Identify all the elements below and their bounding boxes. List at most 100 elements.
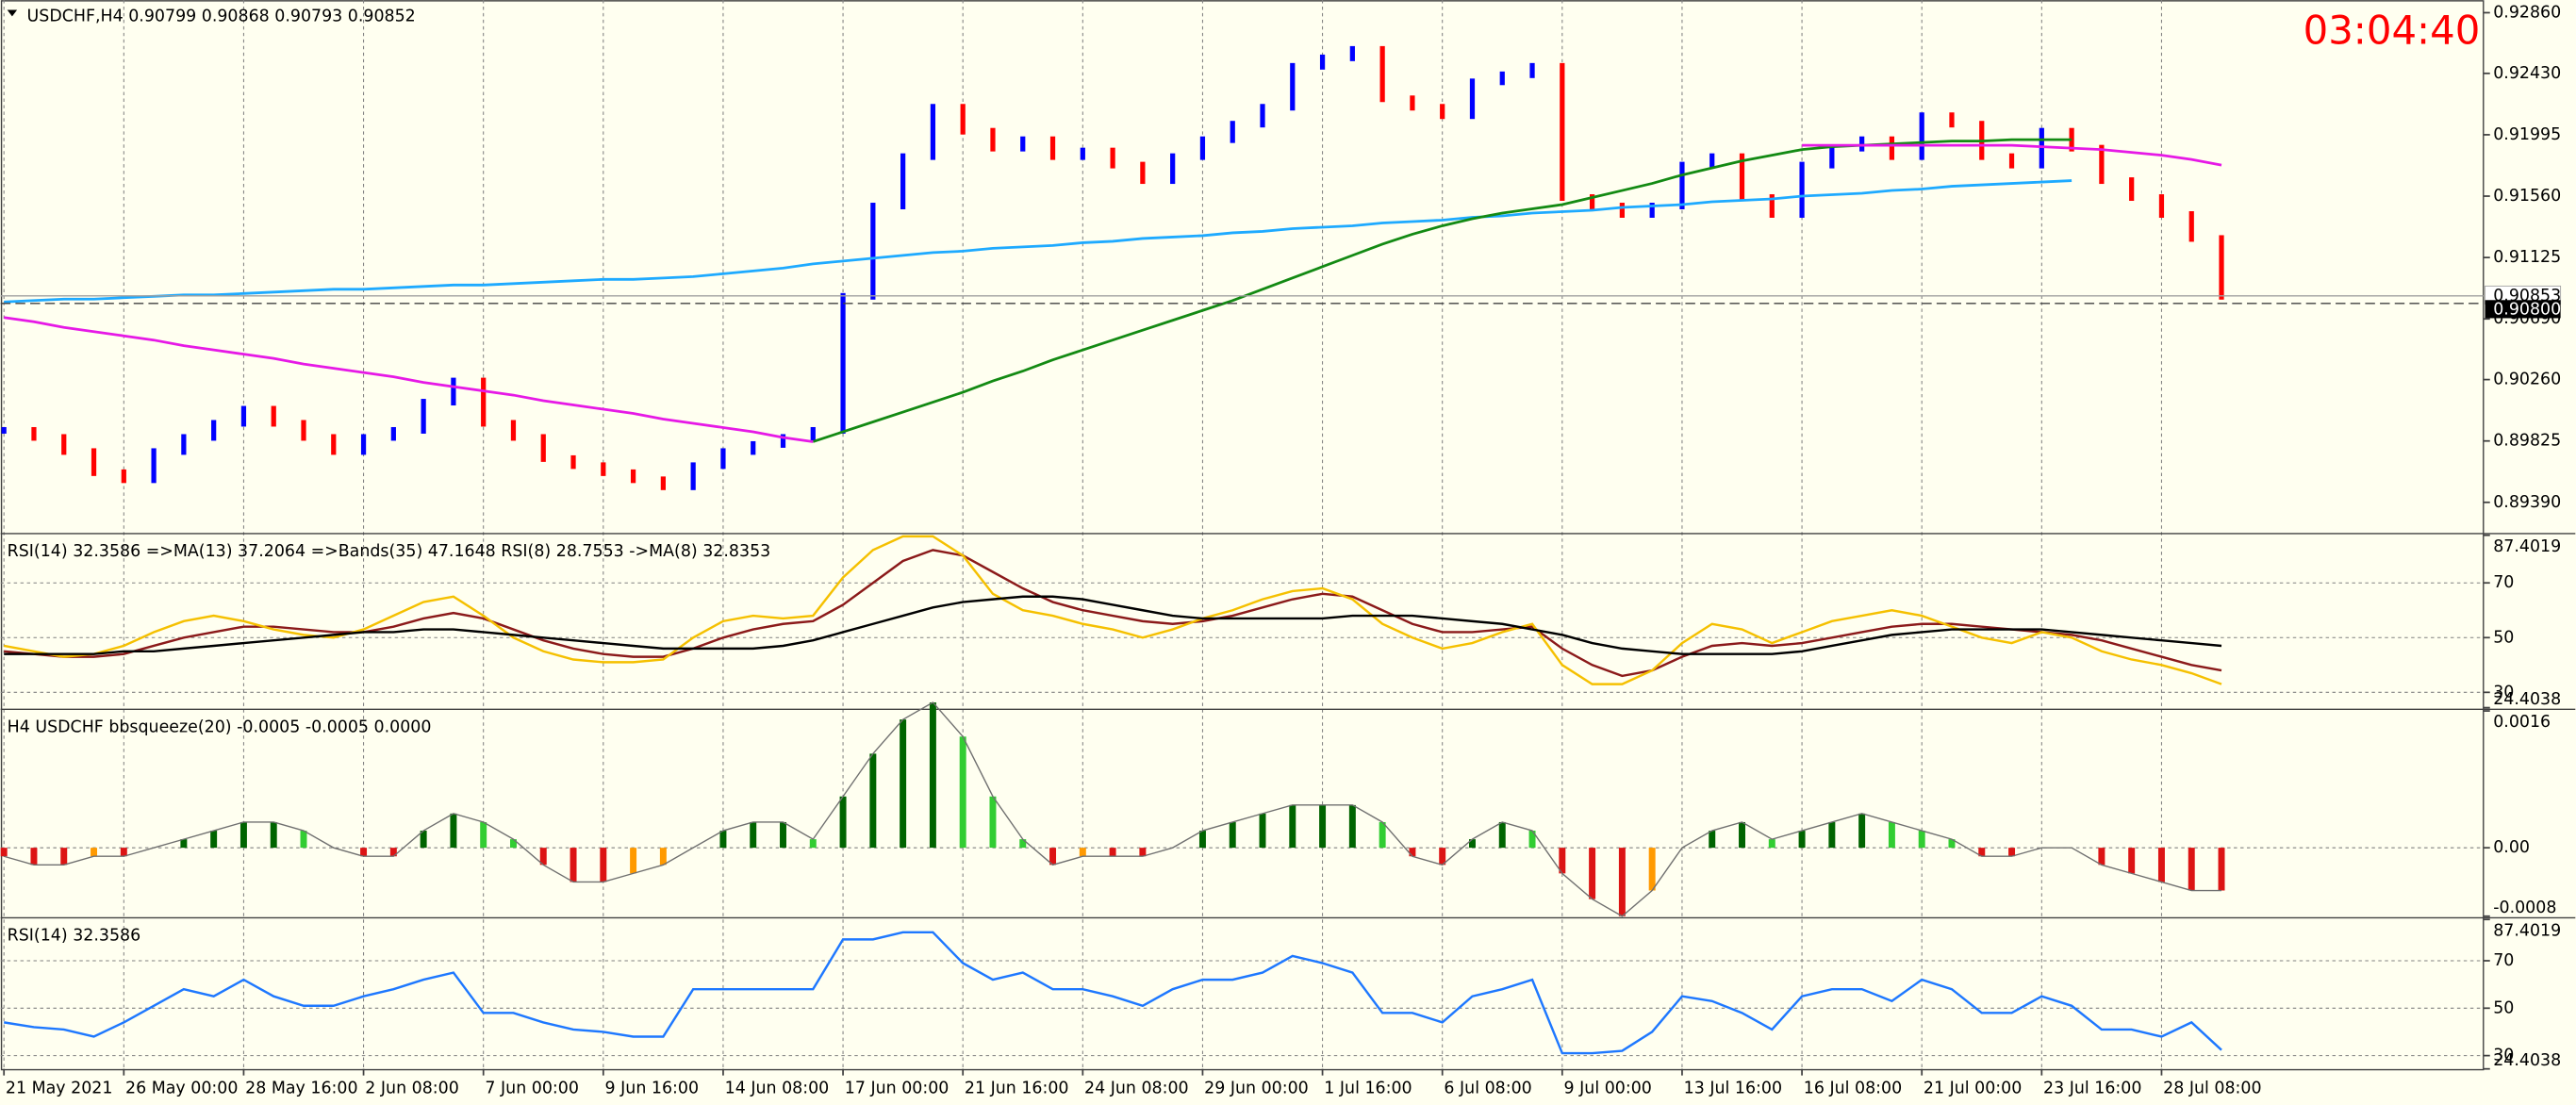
price-bar bbox=[1349, 45, 1355, 61]
price-bar bbox=[481, 377, 487, 427]
price-bar bbox=[1199, 136, 1206, 160]
price-bar bbox=[1260, 104, 1265, 128]
price-bar bbox=[1589, 194, 1595, 209]
price-bar bbox=[1440, 104, 1445, 120]
price-bar bbox=[61, 434, 67, 455]
price-bar bbox=[960, 104, 966, 135]
price-bar bbox=[181, 434, 187, 455]
price-bar bbox=[301, 420, 306, 441]
price-bar bbox=[840, 292, 846, 434]
y-tick-label: 50 bbox=[2493, 998, 2514, 1017]
price-bar bbox=[2008, 153, 2015, 169]
price-bar bbox=[1080, 147, 1085, 160]
y-tick-label: 24.4038 bbox=[2493, 690, 2561, 709]
price-bar bbox=[2219, 235, 2224, 300]
price-bar bbox=[720, 448, 726, 470]
price-bar bbox=[570, 454, 576, 470]
price-bar bbox=[690, 462, 696, 490]
price-bar bbox=[1679, 161, 1685, 209]
menu-arrow[interactable] bbox=[7, 9, 18, 17]
y-tick-label: 0.0016 bbox=[2493, 713, 2551, 732]
price-bar bbox=[1170, 153, 1176, 185]
price-bar bbox=[601, 462, 606, 476]
price-bar bbox=[1739, 153, 1745, 202]
price-bar bbox=[1110, 147, 1115, 169]
price-bar bbox=[810, 426, 816, 441]
x-tick-label: 29 Jun 00:00 bbox=[1204, 1080, 1309, 1098]
price-bar bbox=[1290, 62, 1296, 111]
price-tag bbox=[2485, 300, 2561, 319]
price-bar bbox=[421, 399, 426, 434]
price-label: 0.90800 bbox=[2493, 301, 2561, 320]
x-tick-label: 21 Jul 00:00 bbox=[1924, 1080, 2022, 1098]
price-bar bbox=[31, 426, 37, 441]
y-tick-label: 0.91560 bbox=[2493, 187, 2561, 206]
price-bar bbox=[1319, 54, 1326, 70]
x-tick-label: 24 Jun 08:00 bbox=[1084, 1080, 1189, 1098]
price-bar bbox=[271, 405, 276, 427]
price-bar bbox=[151, 448, 157, 484]
squeeze-outline bbox=[3, 701, 2222, 917]
y-tick-label: 0.92860 bbox=[2493, 3, 2561, 22]
price-bar bbox=[1619, 203, 1625, 218]
indicator-line bbox=[3, 931, 2222, 1055]
indicator-line bbox=[4, 595, 2222, 655]
x-tick-label: 28 May 16:00 bbox=[245, 1080, 357, 1098]
price-bar bbox=[2039, 127, 2044, 169]
price-bar bbox=[1889, 136, 1895, 160]
price-bar bbox=[2188, 211, 2194, 242]
price-bar bbox=[360, 434, 367, 455]
x-tick-label: 6 Jul 08:00 bbox=[1444, 1080, 1531, 1098]
y-tick-label: 0.90260 bbox=[2493, 371, 2561, 389]
price-bar bbox=[990, 127, 996, 152]
price-bar bbox=[211, 420, 217, 441]
price-bar bbox=[331, 434, 337, 455]
price-bar bbox=[1140, 161, 1146, 185]
price-bar bbox=[1499, 71, 1505, 86]
price-bar bbox=[1020, 136, 1026, 152]
price-bar bbox=[660, 476, 666, 490]
price-bar bbox=[1649, 203, 1655, 218]
price-bar bbox=[1230, 121, 1235, 143]
price-bar bbox=[870, 203, 876, 300]
price-bar bbox=[1919, 112, 1924, 160]
x-tick-label: 9 Jun 16:00 bbox=[605, 1080, 700, 1098]
price-bar bbox=[2158, 194, 2165, 218]
y-tick-label: 24.4038 bbox=[2493, 1051, 2561, 1070]
x-tick-label: 17 Jun 00:00 bbox=[845, 1080, 949, 1098]
y-tick-label: 30 bbox=[2493, 683, 2514, 701]
price-bar bbox=[1469, 78, 1476, 120]
pane-title: RSI(14) 32.3586 bbox=[8, 927, 141, 946]
price-bar bbox=[1829, 144, 1835, 169]
indicator-line bbox=[4, 549, 2222, 678]
y-tick-label: 70 bbox=[2493, 573, 2514, 592]
y-tick-label: 0.89390 bbox=[2493, 493, 2561, 512]
price-bar bbox=[1859, 136, 1865, 152]
y-tick-label: 0.89825 bbox=[2493, 432, 2561, 451]
ma-line bbox=[4, 179, 2072, 304]
price-bar bbox=[1709, 153, 1715, 169]
price-bar bbox=[1560, 62, 1565, 202]
price-bar bbox=[91, 448, 97, 476]
price-bar bbox=[451, 377, 456, 406]
y-tick-label: 30 bbox=[2493, 1047, 2514, 1065]
price-bar bbox=[1769, 194, 1775, 218]
price-bar bbox=[1410, 95, 1415, 111]
x-tick-label: 21 Jun 16:00 bbox=[965, 1080, 1069, 1098]
y-tick-label: 87.4019 bbox=[2493, 537, 2561, 556]
price-bar bbox=[510, 420, 517, 441]
x-tick-label: 21 May 2021 bbox=[6, 1080, 113, 1098]
price-bar bbox=[751, 440, 756, 455]
price-bar bbox=[1949, 112, 1955, 128]
x-tick-label: 26 May 00:00 bbox=[125, 1080, 238, 1098]
y-tick-label: 0.00 bbox=[2493, 838, 2530, 857]
price-bar bbox=[1799, 161, 1805, 218]
pane-title: RSI(14) 32.3586 =>MA(13) 37.2064 =>Bands… bbox=[8, 542, 771, 561]
indicator-line bbox=[3, 535, 2222, 685]
y-tick-label: 0.91995 bbox=[2493, 125, 2561, 144]
y-tick-label: 50 bbox=[2493, 628, 2514, 647]
x-tick-label: 13 Jul 16:00 bbox=[1684, 1080, 1782, 1098]
x-tick-label: 1 Jul 16:00 bbox=[1324, 1080, 1412, 1098]
